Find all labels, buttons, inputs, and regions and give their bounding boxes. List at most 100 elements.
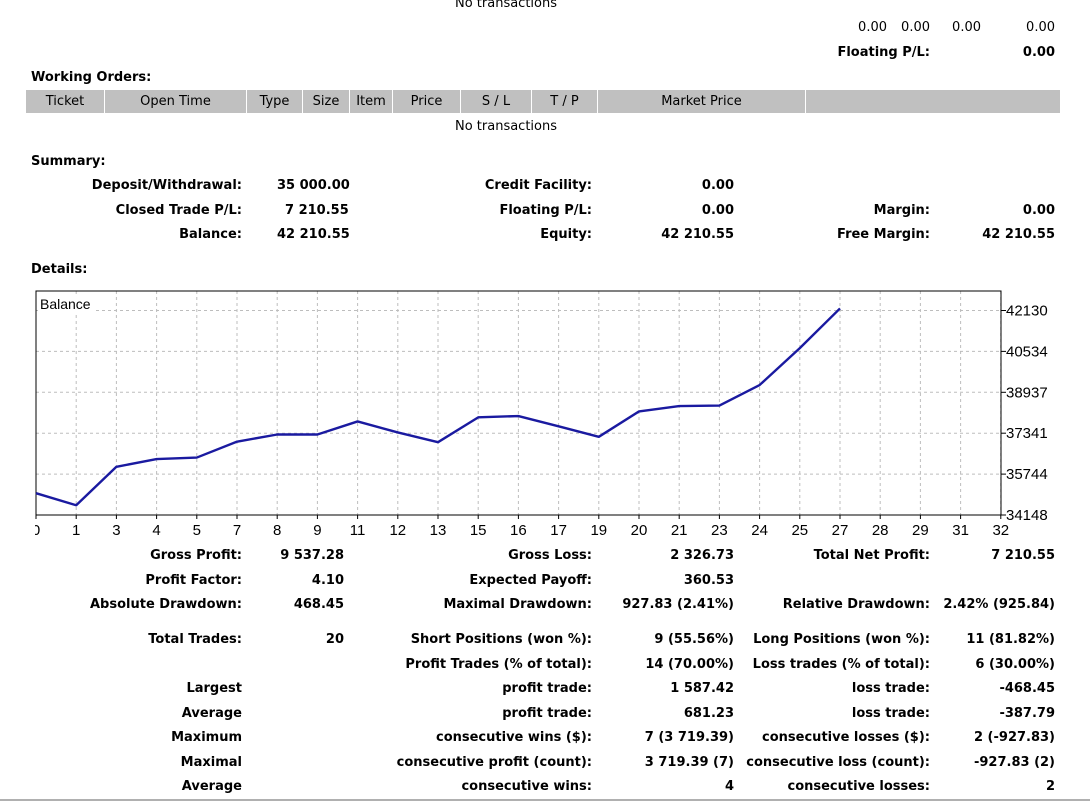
equity-value: 42 210.55	[661, 227, 734, 242]
closed-pl-value: 7 210.55	[285, 203, 349, 218]
details-cell-r2-c0: Absolute Drawdown:	[90, 597, 242, 612]
col-sl[interactable]: S / L	[481, 94, 511, 109]
credit-value: 0.00	[701, 178, 734, 193]
x-tick-label-4: 5	[193, 522, 201, 539]
x-tick-label-24: 32	[992, 522, 1009, 539]
details-cell-r5-c0: Largest	[186, 681, 242, 696]
x-tick-label-6: 8	[273, 522, 281, 539]
details-cell-r4-c4: Loss trades (% of total):	[752, 657, 930, 672]
details-cell-r4-c2: Profit Trades (% of total):	[405, 657, 592, 672]
details-cell-r9-c4: consecutive losses:	[787, 779, 930, 794]
working-orders-header: Ticket Open Time Type Size Item Price S …	[26, 90, 1060, 113]
details-cell-r1-c0: Profit Factor:	[145, 573, 242, 588]
y-tick-label-1: 40534	[1006, 343, 1048, 360]
working-orders-title: Working Orders:	[31, 70, 152, 85]
top-value-1: 0.00	[858, 20, 887, 35]
details-cell-r6-c3: 681.23	[683, 706, 734, 721]
col-price[interactable]: Price	[410, 94, 443, 109]
details-cell-r6-c5: -387.79	[999, 706, 1055, 721]
x-tick-label-15: 20	[631, 522, 648, 539]
details-cell-r5-c2: profit trade:	[502, 681, 592, 696]
equity-label: Equity:	[540, 227, 592, 242]
details-cell-r7-c4: consecutive losses ($):	[762, 730, 930, 745]
details-cell-r2-c1: 468.45	[293, 597, 344, 612]
x-tick-label-1: 1	[72, 522, 80, 539]
x-tick-label-21: 28	[872, 522, 889, 539]
chart-title-bg	[38, 294, 96, 312]
col-ticket[interactable]: Ticket	[45, 94, 85, 109]
chart-title: Balance	[40, 296, 91, 312]
bottom-divider	[0, 799, 1090, 801]
chart-frame	[35, 290, 1002, 516]
balance-line	[35, 307, 841, 507]
details-cell-r3-c1: 20	[325, 632, 344, 647]
working-orders-empty: No transactions	[454, 119, 558, 134]
col-item[interactable]: Item	[356, 94, 386, 109]
details-cell-r7-c2: consecutive wins ($):	[435, 730, 592, 745]
x-tick-label-23: 31	[952, 522, 969, 539]
details-cell-r5-c5: -468.45	[999, 681, 1055, 696]
col-size[interactable]: Size	[312, 94, 340, 109]
details-cell-r8-c2: consecutive profit (count):	[396, 755, 592, 770]
closed-pl-label: Closed Trade P/L:	[115, 203, 242, 218]
details-cell-r3-c0: Total Trades:	[148, 632, 242, 647]
details-cell-r0-c5: 7 210.55	[991, 548, 1055, 563]
details-cell-r4-c5: 6 (30.00%)	[975, 657, 1055, 672]
details-cell-r3-c4: Long Positions (won %):	[753, 632, 930, 647]
x-tick-label-20: 27	[832, 522, 849, 539]
x-tick-label-7: 9	[313, 522, 321, 539]
deposit-value: 35 000.00	[277, 178, 350, 193]
x-tick-label-16: 21	[671, 522, 688, 539]
top-floating-label: Floating P/L:	[837, 45, 930, 60]
details-cell-r0-c3: 2 326.73	[670, 548, 734, 563]
col-open-time[interactable]: Open Time	[140, 94, 211, 109]
x-tick-label-13: 17	[550, 522, 567, 539]
y-tick-label-2: 38937	[1006, 384, 1048, 401]
details-cell-r7-c0: Maximum	[171, 730, 242, 745]
details-cell-r2-c3: 927.83 (2.41%)	[622, 597, 734, 612]
details-cell-r7-c5: 2 (-927.83)	[973, 730, 1055, 745]
y-tick-label-5: 34148	[1006, 507, 1048, 524]
x-tick-label-9: 12	[389, 522, 406, 539]
details-cell-r1-c2: Expected Payoff:	[469, 573, 592, 588]
floating-pl-label: Floating P/L:	[499, 203, 592, 218]
details-cell-r6-c2: profit trade:	[502, 706, 592, 721]
x-tick-label-22: 29	[912, 522, 929, 539]
col-tp[interactable]: T / P	[550, 94, 579, 109]
col-type[interactable]: Type	[259, 94, 290, 109]
details-cell-r9-c2: consecutive wins:	[461, 779, 592, 794]
details-cell-r6-c4: loss trade:	[851, 706, 930, 721]
x-tick-label-10: 13	[430, 522, 447, 539]
details-cell-r0-c2: Gross Loss:	[508, 548, 592, 563]
y-tick-label-3: 37341	[1006, 425, 1048, 442]
details-cell-r9-c3: 4	[724, 779, 734, 794]
x-tick-label-11: 15	[470, 522, 487, 539]
x-tick-label-3: 4	[152, 522, 160, 539]
details-cell-r9-c5: 2	[1045, 779, 1055, 794]
balance-value: 42 210.55	[277, 227, 350, 242]
x-tick-label-14: 19	[590, 522, 607, 539]
chart-y-ticks: 42130 40534 38937 37341 35744 34148	[1001, 302, 1048, 524]
x-tick-label-12: 16	[510, 522, 527, 539]
details-cell-r9-c0: Average	[181, 779, 242, 794]
free-margin-value: 42 210.55	[982, 227, 1055, 242]
balance-label: Balance:	[179, 227, 242, 242]
margin-value: 0.00	[1022, 203, 1055, 218]
details-cell-r8-c5: -927.83 (2)	[973, 755, 1055, 770]
details-cell-r1-c1: 4.10	[311, 573, 344, 588]
floating-pl-value: 0.00	[701, 203, 734, 218]
free-margin-label: Free Margin:	[837, 227, 930, 242]
details-cell-r3-c5: 11 (81.82%)	[966, 632, 1055, 647]
x-tick-label-17: 23	[711, 522, 728, 539]
col-market-price[interactable]: Market Price	[661, 94, 742, 109]
x-tick-label-0: 0	[35, 522, 40, 539]
x-tick-label-18: 24	[751, 522, 768, 539]
details-cell-r8-c4: consecutive loss (count):	[746, 755, 930, 770]
y-tick-label-0: 42130	[1006, 302, 1048, 319]
top-no-transactions: No transactions	[454, 0, 558, 11]
top-value-2: 0.00	[901, 20, 930, 35]
details-cell-r5-c3: 1 587.42	[670, 681, 734, 696]
chart-x-ticks: 0 1 3 4 5 7 8 9 11 12 13 15 16 17 19 20 21 23 24 25 27 28 29 31…	[35, 515, 1009, 539]
details-cell-r6-c0: Average	[181, 706, 242, 721]
details-cell-r0-c1: 9 537.28	[280, 548, 344, 563]
